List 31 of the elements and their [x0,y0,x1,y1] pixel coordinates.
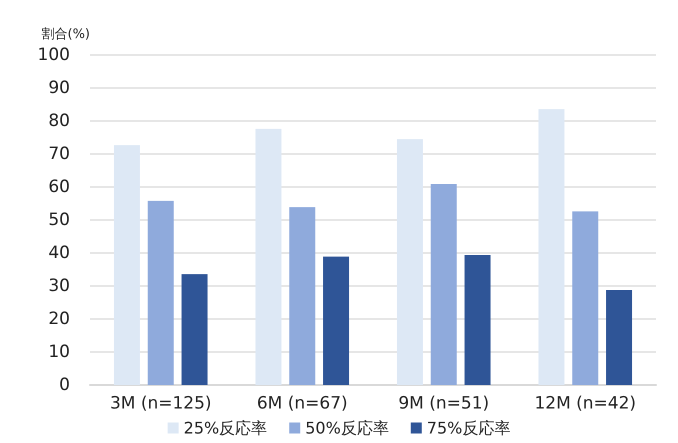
bar [114,145,140,385]
x-tick-label: 6M (n=67) [256,394,348,414]
bar [289,207,316,385]
bar [538,109,564,385]
bar [572,211,598,385]
bar [255,128,282,385]
bar [606,290,632,385]
y-axis-title: 割合(%) [42,27,90,42]
y-tick-label: 90 [48,78,70,98]
y-tick-label: 10 [48,342,70,362]
legend-label: 50%反応率 [305,418,389,438]
x-tick-label: 3M (n=125) [110,394,212,414]
bar [182,274,208,385]
y-tick-label: 60 [48,177,70,197]
bar [323,256,350,385]
y-tick-label: 40 [48,243,70,263]
y-tick-label: 20 [48,309,70,329]
y-tick-label: 30 [48,276,70,296]
y-tick-label: 0 [59,375,70,395]
legend-label: 75%反応率 [426,418,510,438]
y-tick-label: 50 [48,210,70,230]
bar [464,254,491,385]
y-tick-label: 100 [38,45,70,65]
y-tick-label: 70 [48,144,70,164]
y-tick-label: 80 [48,111,70,131]
bar [430,184,457,385]
x-tick-label: 12M (n=42) [534,394,636,414]
bar [396,139,423,385]
legend-label: 25%反応率 [184,418,268,438]
x-tick-label: 9M (n=51) [398,394,490,414]
bar [148,200,174,385]
